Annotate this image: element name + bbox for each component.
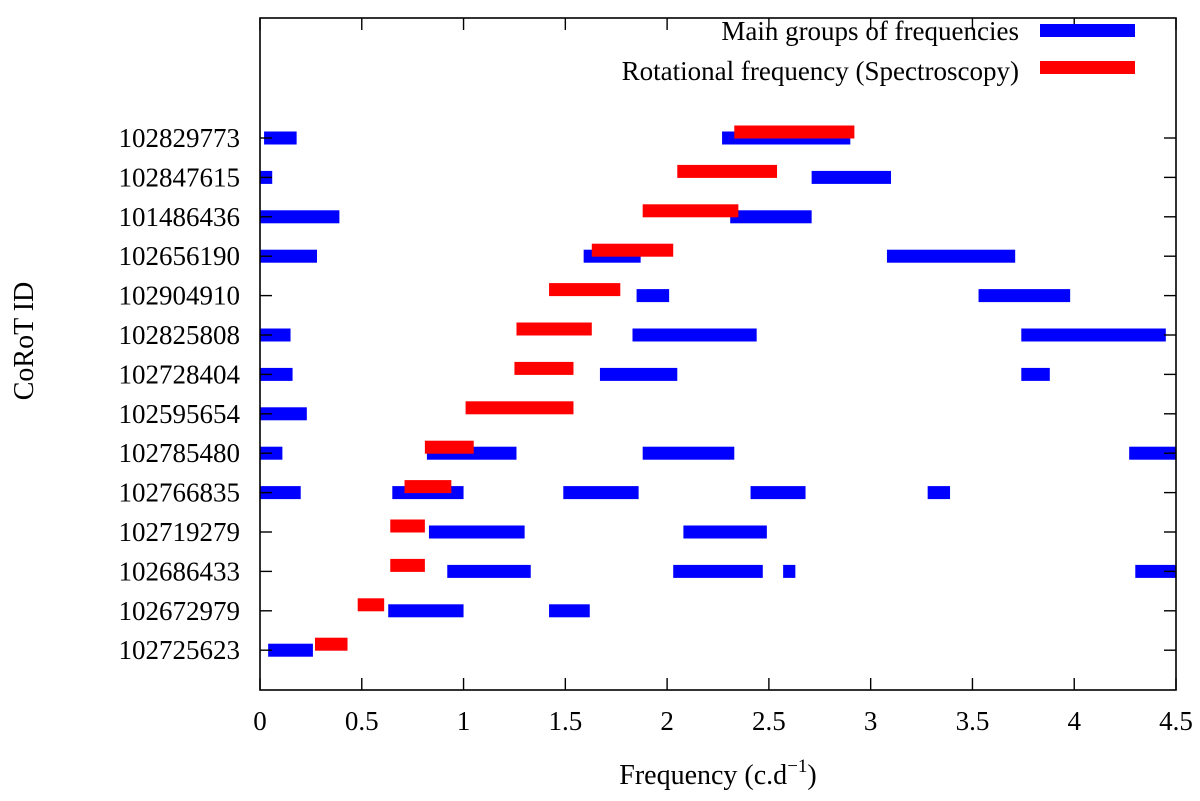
y-tick-label: 102785480 bbox=[119, 438, 241, 468]
x-tick-label: 4 bbox=[1067, 706, 1081, 736]
main-frequency-bar bbox=[260, 328, 291, 342]
y-tick-label: 102656190 bbox=[119, 241, 241, 271]
y-tick-label: 102725623 bbox=[119, 635, 241, 665]
main-frequency-bar bbox=[811, 170, 892, 184]
main-frequency-bar bbox=[260, 407, 307, 421]
y-tick-label: 102672979 bbox=[119, 596, 241, 626]
main-frequency-bar bbox=[927, 486, 951, 500]
rotation-frequency-bar bbox=[390, 558, 425, 572]
bars-layer bbox=[260, 125, 1176, 657]
legend: Main groups of frequencies Rotational fr… bbox=[622, 16, 1135, 86]
main-frequency-bar bbox=[1021, 367, 1050, 381]
ticks-layer: 102829773 102847615 101486436 102656190 1029… bbox=[119, 18, 1193, 736]
main-frequency-bar bbox=[260, 486, 301, 500]
main-frequency-bar bbox=[549, 604, 590, 618]
x-tick-label: 3 bbox=[864, 706, 878, 736]
main-frequency-bar bbox=[886, 249, 1016, 263]
x-tick-label: 0 bbox=[253, 706, 267, 736]
main-frequency-bar bbox=[636, 289, 670, 303]
rotation-frequency-bar bbox=[591, 243, 674, 257]
main-frequency-bar bbox=[683, 525, 767, 539]
x-axis-title-exponent: −1 bbox=[787, 756, 807, 777]
rotation-frequency-bar bbox=[390, 519, 425, 533]
legend-label-main: Main groups of frequencies bbox=[721, 16, 1019, 46]
main-frequency-bar bbox=[264, 131, 297, 145]
main-frequency-bar bbox=[428, 525, 525, 539]
main-frequency-bar bbox=[673, 564, 763, 578]
rotation-frequency-bar bbox=[314, 637, 348, 651]
y-tick-label: 102766835 bbox=[119, 478, 241, 508]
y-tick-label: 102728404 bbox=[119, 359, 241, 389]
x-tick-label: 2 bbox=[660, 706, 674, 736]
x-axis-title-close: ) bbox=[807, 760, 816, 791]
main-frequency-bar bbox=[260, 367, 293, 381]
plot-area-frame bbox=[259, 17, 1177, 691]
legend-label-rotation: Rotational frequency (Spectroscopy) bbox=[622, 56, 1019, 86]
main-frequency-bar bbox=[750, 486, 806, 500]
rotation-frequency-bar bbox=[357, 598, 385, 612]
y-tick-label: 102829773 bbox=[119, 123, 241, 153]
y-tick-label: 102825808 bbox=[119, 320, 241, 350]
x-tick-label: 3.5 bbox=[956, 706, 990, 736]
y-tick-label: 102847615 bbox=[119, 162, 241, 192]
main-frequency-bar bbox=[260, 210, 340, 224]
main-frequency-bar bbox=[783, 564, 796, 578]
main-frequency-bar bbox=[1129, 446, 1176, 460]
rotation-frequency-bar bbox=[516, 322, 592, 336]
main-frequency-bar bbox=[599, 367, 678, 381]
main-frequency-bar bbox=[260, 249, 317, 263]
rotation-frequency-bar bbox=[677, 164, 778, 178]
main-frequency-bar bbox=[1021, 328, 1166, 342]
main-frequency-bar bbox=[447, 564, 531, 578]
y-tick-label: 102595654 bbox=[119, 399, 241, 429]
x-tick-label: 2.5 bbox=[752, 706, 786, 736]
x-tick-label: 1.5 bbox=[548, 706, 582, 736]
main-frequency-bar bbox=[1135, 564, 1176, 578]
x-tick-label: 1 bbox=[457, 706, 471, 736]
x-axis-title: Frequency (c.d−1) bbox=[619, 756, 816, 791]
rotation-frequency-bar bbox=[465, 401, 574, 415]
main-frequency-bar bbox=[730, 210, 812, 224]
legend-swatch-main bbox=[1040, 24, 1135, 37]
main-frequency-bar bbox=[632, 328, 757, 342]
y-tick-label: 102686433 bbox=[119, 556, 241, 586]
y-tick-label: 102719279 bbox=[119, 517, 241, 547]
main-frequency-bar bbox=[642, 446, 735, 460]
rotation-frequency-bar bbox=[549, 283, 621, 297]
y-tick-label: 102904910 bbox=[119, 281, 241, 311]
y-tick-label: 101486436 bbox=[119, 202, 241, 232]
legend-swatch-rotation bbox=[1040, 61, 1135, 74]
rotation-frequency-bar bbox=[734, 125, 855, 139]
x-axis-title-main: Frequency (c.d bbox=[619, 760, 787, 791]
x-tick-label: 0.5 bbox=[345, 706, 379, 736]
x-tick-label: 4.5 bbox=[1159, 706, 1193, 736]
main-frequency-bar bbox=[978, 289, 1071, 303]
rotation-frequency-bar bbox=[642, 204, 739, 218]
y-axis-title: CoRoT ID bbox=[9, 282, 40, 401]
main-frequency-bar bbox=[268, 643, 313, 657]
rotation-frequency-bar bbox=[424, 440, 474, 454]
main-frequency-bar bbox=[388, 604, 464, 618]
rotation-frequency-bar bbox=[404, 480, 452, 494]
rotation-frequency-bar bbox=[514, 361, 574, 375]
main-frequency-bar bbox=[563, 486, 639, 500]
